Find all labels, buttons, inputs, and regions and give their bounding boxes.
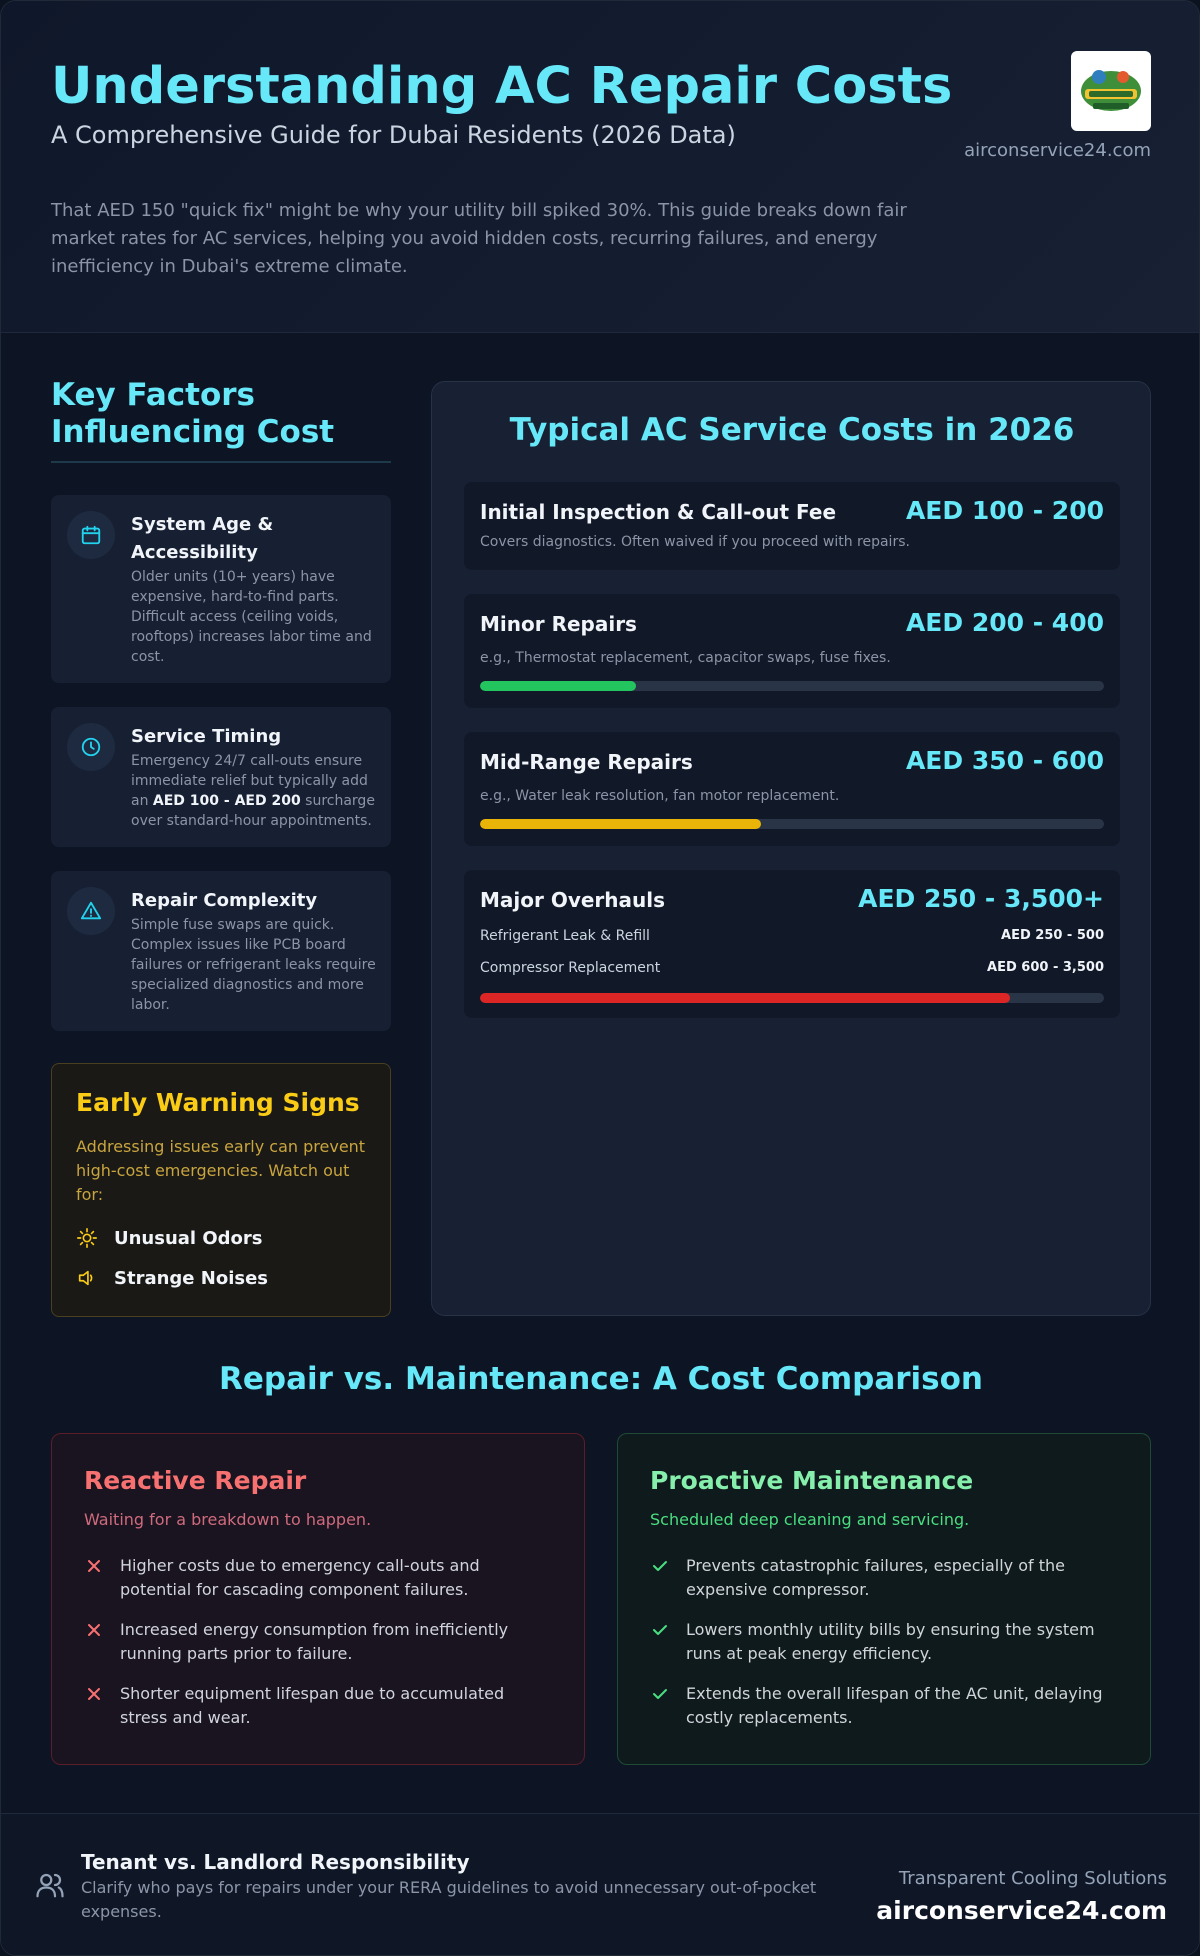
item-text: Increased energy consumption from ineffi… xyxy=(120,1620,509,1663)
speaker-icon xyxy=(78,1270,93,1286)
cost-card-minor: Minor Repairs AED 200 - 400 e.g., Thermo… xyxy=(464,594,1120,708)
cost-price: AED 100 - 200 xyxy=(905,496,1104,525)
subrow-value: AED 250 - 500 xyxy=(1001,928,1104,943)
calendar-icon xyxy=(67,511,115,559)
factor-desc: Emergency 24/7 call-outs ensure immediat… xyxy=(131,753,375,829)
cost-subrow: Compressor Replacement AED 600 - 3,500 xyxy=(480,960,1104,976)
intro-text: That AED 150 "quick fix" might be why yo… xyxy=(51,200,907,277)
warning-desc: Addressing issues early can prevent high… xyxy=(76,1137,366,1204)
list-item: Shorter equipment lifespan due to accumu… xyxy=(84,1682,554,1730)
cost-price: AED 200 - 400 xyxy=(905,608,1104,637)
factor-card-service-timing: Service Timing Emergency 24/7 call-outs … xyxy=(51,707,391,847)
factor-name: Service Timing xyxy=(131,726,282,747)
odor-icon xyxy=(77,1228,97,1248)
clock-icon xyxy=(67,723,115,771)
warning-title: Early Warning Signs xyxy=(76,1088,360,1117)
check-icon xyxy=(653,1625,667,1635)
footer-title: Tenant vs. Landlord Responsibility xyxy=(81,1850,470,1874)
list-item: Extends the overall lifespan of the AC u… xyxy=(650,1682,1120,1730)
cost-name: Minor Repairs xyxy=(480,612,637,636)
item-text: Prevents catastrophic failures, especial… xyxy=(686,1556,1065,1599)
cost-level-fill xyxy=(480,681,636,691)
cross-icon xyxy=(88,1560,100,1572)
cost-level-fill xyxy=(480,993,1011,1003)
logo-icon xyxy=(1081,70,1141,111)
list-item: Higher costs due to emergency call-outs … xyxy=(84,1554,554,1602)
cost-price: AED 350 - 600 xyxy=(905,746,1104,775)
factor-desc: Simple fuse swaps are quick. Complex iss… xyxy=(131,917,376,1013)
list-item: Lowers monthly utility bills by ensuring… xyxy=(650,1618,1120,1666)
list-item: Prevents catastrophic failures, especial… xyxy=(650,1554,1120,1602)
item-text: Higher costs due to emergency call-outs … xyxy=(120,1556,480,1599)
factor-card-system-age: System Age & Accessibility Older units (… xyxy=(51,495,391,683)
warning-item-odors: Unusual Odors xyxy=(76,1226,263,1250)
cross-icon xyxy=(88,1688,100,1700)
item-text: Shorter equipment lifespan due to accumu… xyxy=(120,1684,505,1727)
factor-desc: Older units (10+ years) have expensive, … xyxy=(131,569,372,665)
cross-icon xyxy=(88,1624,100,1636)
subrow-label: Refrigerant Leak & Refill xyxy=(480,928,650,944)
factor-card-repair-complexity: Repair Complexity Simple fuse swaps are … xyxy=(51,871,391,1031)
check-icon xyxy=(653,1689,667,1699)
divider xyxy=(51,461,391,463)
cost-desc: e.g., Thermostat replacement, capacitor … xyxy=(480,650,891,666)
list-item: Increased energy consumption from ineffi… xyxy=(84,1618,554,1666)
factor-name: System Age & Accessibility xyxy=(131,514,274,563)
warning-label: Unusual Odors xyxy=(114,1227,263,1249)
check-icon xyxy=(653,1561,667,1571)
cost-level-bar xyxy=(480,819,1104,829)
cost-name: Major Overhauls xyxy=(480,888,666,912)
comparison-title: Repair vs. Maintenance: A Cost Compariso… xyxy=(219,1361,983,1397)
reactive-repair-card: Reactive Repair Waiting for a breakdown … xyxy=(51,1433,585,1765)
footer-site-url[interactable]: airconservice24.com xyxy=(876,1896,1167,1925)
cost-card-inspection: Initial Inspection & Call-out Fee AED 10… xyxy=(464,482,1120,570)
item-text: Lowers monthly utility bills by ensuring… xyxy=(686,1620,1095,1663)
key-factors-title-line2: Influencing Cost xyxy=(51,414,335,450)
factor-name: Repair Complexity xyxy=(131,890,318,911)
early-warning-card: Early Warning Signs Addressing issues ea… xyxy=(51,1063,391,1317)
cost-name: Initial Inspection & Call-out Fee xyxy=(480,500,837,524)
warning-label: Strange Noises xyxy=(114,1267,269,1289)
cost-name: Mid-Range Repairs xyxy=(480,750,693,774)
key-factors-title: Key Factors Influencing Cost xyxy=(51,377,334,451)
warning-item-noises: Strange Noises xyxy=(76,1266,268,1290)
footer-tagline: Transparent Cooling Solutions xyxy=(898,1868,1167,1889)
cost-level-bar xyxy=(480,681,1104,691)
page-title: Understanding AC Repair Costs xyxy=(51,57,953,116)
cost-subrow: Refrigerant Leak & Refill AED 250 - 500 xyxy=(480,928,1104,944)
cost-desc: Covers diagnostics. Often waived if you … xyxy=(480,534,910,550)
proactive-maintenance-card: Proactive Maintenance Scheduled deep cle… xyxy=(617,1433,1151,1765)
cost-card-mid-range: Mid-Range Repairs AED 350 - 600 e.g., Wa… xyxy=(464,732,1120,846)
subrow-value: AED 600 - 3,500 xyxy=(987,960,1104,975)
card-subtitle: Scheduled deep cleaning and servicing. xyxy=(650,1510,970,1529)
key-factors-title-line1: Key Factors xyxy=(51,377,256,413)
item-text: Extends the overall lifespan of the AC u… xyxy=(686,1684,1103,1727)
cost-level-bar xyxy=(480,993,1104,1003)
cost-desc: e.g., Water leak resolution, fan motor r… xyxy=(480,788,840,804)
footer-desc: Clarify who pays for repairs under your … xyxy=(81,1878,817,1921)
service-costs-panel: Typical AC Service Costs in 2026 Initial… xyxy=(431,381,1151,1316)
card-title: Reactive Repair xyxy=(84,1466,307,1495)
site-url[interactable]: airconservice24.com xyxy=(964,140,1151,161)
card-subtitle: Waiting for a breakdown to happen. xyxy=(84,1510,372,1529)
page-subtitle: A Comprehensive Guide for Dubai Resident… xyxy=(51,121,736,149)
brand-logo xyxy=(1071,51,1151,131)
surcharge-amount: AED 100 - AED 200 xyxy=(152,793,301,809)
costs-title: Typical AC Service Costs in 2026 xyxy=(509,412,1075,448)
subrow-label: Compressor Replacement xyxy=(480,960,661,976)
cost-level-fill xyxy=(480,819,761,829)
footer: Tenant vs. Landlord Responsibility Clari… xyxy=(1,1813,1199,1955)
cost-card-major: Major Overhauls AED 250 - 3,500+ Refrige… xyxy=(464,870,1120,1018)
cost-price: AED 250 - 3,500+ xyxy=(858,884,1104,913)
header: Understanding AC Repair Costs A Comprehe… xyxy=(1,1,1199,333)
card-title: Proactive Maintenance xyxy=(650,1466,974,1495)
users-icon xyxy=(36,1873,64,1898)
warning-icon xyxy=(67,887,115,935)
